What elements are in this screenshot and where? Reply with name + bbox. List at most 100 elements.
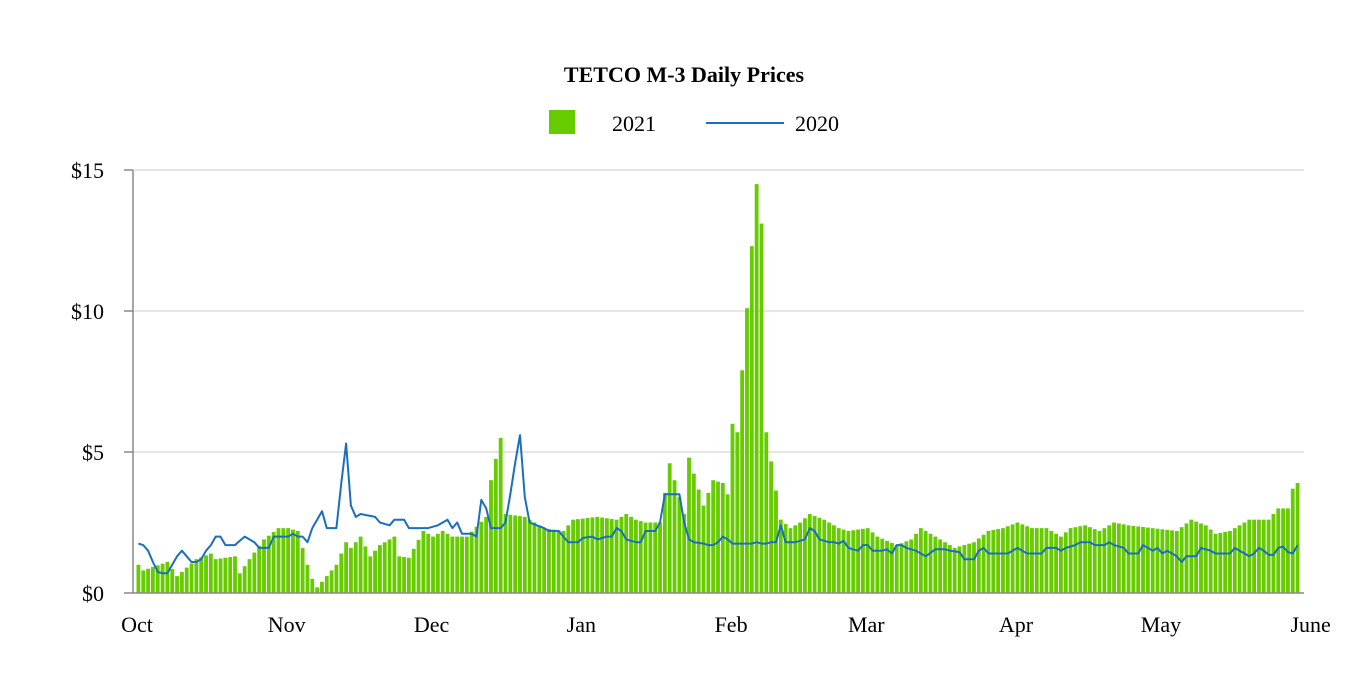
bar-2021: [1001, 528, 1005, 593]
bar-2021: [233, 556, 237, 593]
bar-2021: [667, 463, 672, 593]
bar-2021: [1097, 530, 1102, 593]
bar-2021: [1160, 529, 1165, 593]
bar-2021: [918, 528, 923, 593]
bar-2021: [368, 556, 373, 593]
bar-2021: [832, 525, 836, 593]
y-tick-label: $15: [71, 158, 104, 183]
bar-2021: [1054, 533, 1059, 593]
bar-2021: [749, 246, 754, 593]
bar-2021: [1136, 526, 1141, 593]
bar-2021: [875, 536, 880, 593]
bar-2021: [658, 522, 662, 593]
bar-2021: [600, 517, 604, 593]
bar-2021: [479, 521, 484, 593]
bar-2021: [527, 519, 532, 593]
bar-2021: [165, 561, 170, 593]
bar-2021: [310, 578, 315, 593]
bar-2021: [271, 531, 276, 593]
bar-2021: [870, 532, 875, 593]
bar-2021: [397, 556, 402, 593]
bar-2021: [967, 543, 972, 593]
bar-2021: [204, 555, 208, 593]
bar-2021: [155, 565, 160, 593]
bar-2021: [1107, 525, 1112, 593]
y-tick-label: $10: [71, 299, 104, 324]
bar-2021: [136, 564, 141, 593]
bar-2021: [435, 533, 440, 593]
bar-2021: [1261, 519, 1266, 593]
bar-2021: [633, 519, 638, 593]
bar-2021: [1223, 531, 1228, 593]
bar-2021: [377, 545, 382, 593]
bar-2021: [484, 516, 489, 593]
bar-2021: [754, 184, 759, 593]
bar-2021: [638, 521, 643, 593]
bar-2021: [305, 564, 310, 593]
bar-2021: [1150, 528, 1155, 593]
bar-2021: [604, 518, 609, 593]
bar-2021: [696, 489, 701, 593]
bar-2021: [851, 530, 856, 593]
bar-2021: [653, 522, 658, 593]
bar-2021: [276, 528, 281, 593]
bar-2021: [566, 525, 571, 593]
bar-2021: [358, 536, 363, 593]
bar-2021: [537, 525, 542, 593]
bar-2021: [885, 540, 889, 593]
bar-2021: [687, 457, 691, 593]
bar-2021: [976, 538, 981, 593]
bar-2021: [1218, 532, 1223, 593]
bar-2021: [889, 542, 894, 593]
bar-2021: [421, 530, 426, 593]
bar-2021: [996, 529, 1001, 593]
bar-2021: [817, 517, 822, 593]
bar-2021: [1203, 525, 1208, 593]
bar-2021: [1034, 528, 1039, 593]
bar-2021: [1174, 530, 1179, 593]
bar-2021: [349, 547, 353, 593]
bar-2021: [363, 546, 368, 593]
bar-2021: [411, 548, 416, 593]
bar-2021: [320, 581, 324, 593]
bar-2021: [440, 530, 445, 593]
bar-2021: [1170, 530, 1174, 593]
bar-2021: [691, 473, 696, 593]
bar-2021: [518, 516, 522, 593]
bar-2021: [1266, 519, 1271, 593]
bar-2021: [648, 522, 653, 593]
bar-2021: [904, 541, 909, 593]
bar-2021: [1087, 527, 1092, 593]
bar-2021: [1199, 523, 1203, 593]
bar-2021: [213, 559, 218, 593]
bar-2021: [778, 519, 783, 593]
bar-2021: [445, 533, 450, 593]
bar-2021: [914, 533, 918, 593]
bar-2021: [392, 536, 397, 593]
bar-2021: [1044, 528, 1049, 593]
bar-2021: [672, 480, 677, 593]
bar-2021: [1126, 525, 1131, 593]
bar-2021: [1213, 533, 1218, 593]
bar-2021: [716, 481, 720, 593]
bar-2021: [812, 515, 817, 593]
bar-2021: [184, 567, 189, 593]
bar-2021: [957, 546, 962, 593]
bar-2021: [880, 538, 885, 593]
bar-2021: [257, 546, 262, 593]
bar-2021: [764, 432, 769, 593]
bar-2021: [551, 529, 556, 593]
bar-2021: [1208, 529, 1213, 593]
bar-2021: [1112, 522, 1116, 593]
bar-2021: [643, 522, 648, 593]
bar-2021: [725, 494, 730, 593]
bar-2021: [1015, 522, 1020, 593]
bar-2021: [590, 517, 595, 593]
bar-2021: [556, 530, 561, 593]
x-tick-label: Apr: [999, 612, 1034, 637]
bar-2021: [624, 514, 629, 593]
bar-2021: [513, 515, 518, 593]
bar-2021: [237, 573, 242, 593]
bar-2021: [740, 370, 745, 593]
